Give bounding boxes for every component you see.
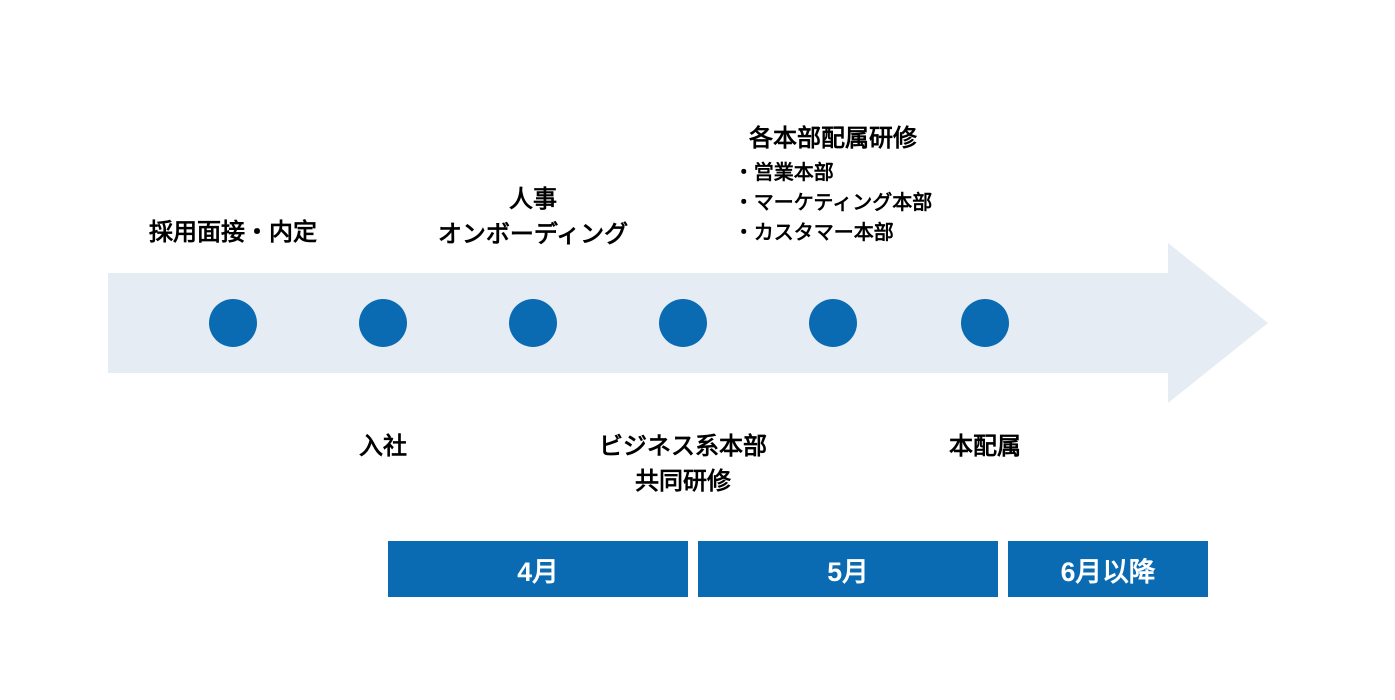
timeline-dot	[659, 299, 707, 347]
step-label-top: 各本部配属研修	[749, 122, 917, 157]
timeline-dot	[209, 299, 257, 347]
month-box: 6月以降	[1008, 541, 1208, 597]
timeline-dot	[961, 299, 1009, 347]
month-box: 4月	[388, 541, 688, 597]
timeline-diagram: 採用面接・内定 人事 オンボーディング 各本部配属研修 ・営業本部 ・マーケティ…	[0, 0, 1395, 700]
step-sublist: ・営業本部 ・マーケティング本部 ・カスタマー本部	[734, 158, 932, 248]
timeline-dot	[809, 299, 857, 347]
step-label-top: 人事 オンボーディング	[438, 183, 628, 253]
step-label-top: 採用面接・内定	[149, 216, 317, 251]
arrow-body	[108, 273, 1168, 373]
step-label-bottom: ビジネス系本部 共同研修	[599, 430, 767, 500]
step-label-bottom: 入社	[359, 430, 407, 465]
timeline-dot	[509, 299, 557, 347]
month-box: 5月	[698, 541, 998, 597]
step-label-bottom: 本配属	[949, 430, 1021, 465]
timeline-dot	[359, 299, 407, 347]
arrow-head-icon	[1168, 243, 1268, 403]
